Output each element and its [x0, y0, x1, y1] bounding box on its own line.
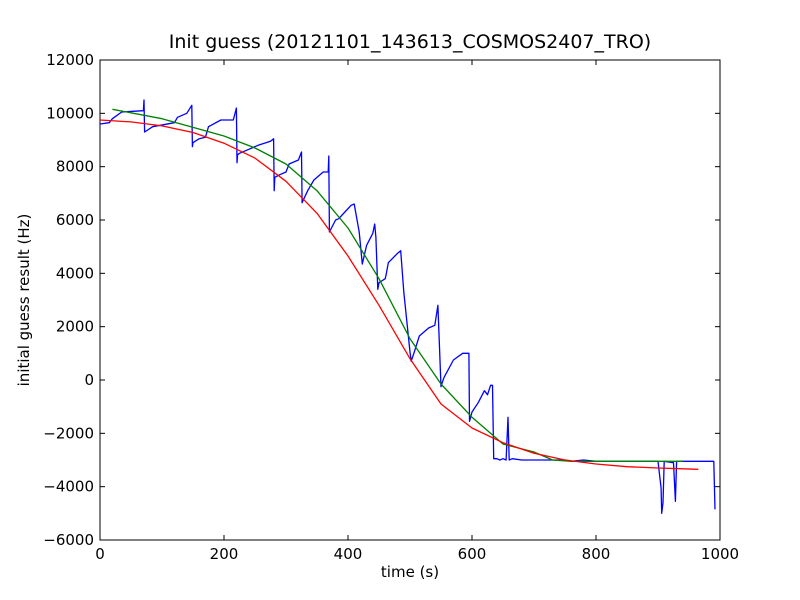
y-tick-label: 10000 [46, 104, 94, 122]
y-tick-label: 8000 [56, 158, 94, 176]
series-line-3 [99, 119, 699, 470]
series-line-1 [99, 99, 716, 514]
x-tick-label: 1000 [701, 545, 739, 563]
x-tick-label: 400 [334, 545, 363, 563]
x-axis-label: time (s) [381, 563, 439, 581]
series-layer [99, 99, 716, 514]
series-line-2 [112, 108, 683, 462]
x-tick-label: 0 [95, 545, 105, 563]
plot-area: 0 200 400 600 800 1000 −6000 −4000 −2000 0 2000 400… [43, 51, 739, 563]
y-tick-label: −6000 [43, 531, 94, 549]
y-tick-label: −2000 [43, 424, 94, 442]
y-tick-label: 12000 [46, 51, 94, 69]
y-tick-label: 2000 [56, 318, 94, 336]
x-tick-label: 200 [210, 545, 239, 563]
y-tick-label: 0 [84, 371, 94, 389]
y-tick-label: 6000 [56, 211, 94, 229]
y-tick-label: −4000 [43, 478, 94, 496]
y-axis-label: initial guess result (Hz) [15, 214, 33, 387]
axes-frame [99, 59, 721, 541]
x-tick-label: 600 [458, 545, 487, 563]
x-tick-label: 800 [582, 545, 611, 563]
chart-title: Init guess (20121101_143613_COSMOS2407_T… [169, 31, 651, 53]
y-tick-label: 4000 [56, 264, 94, 282]
tick-layer: 0 200 400 600 800 1000 −6000 −4000 −2000 0 2000 400… [43, 51, 739, 563]
